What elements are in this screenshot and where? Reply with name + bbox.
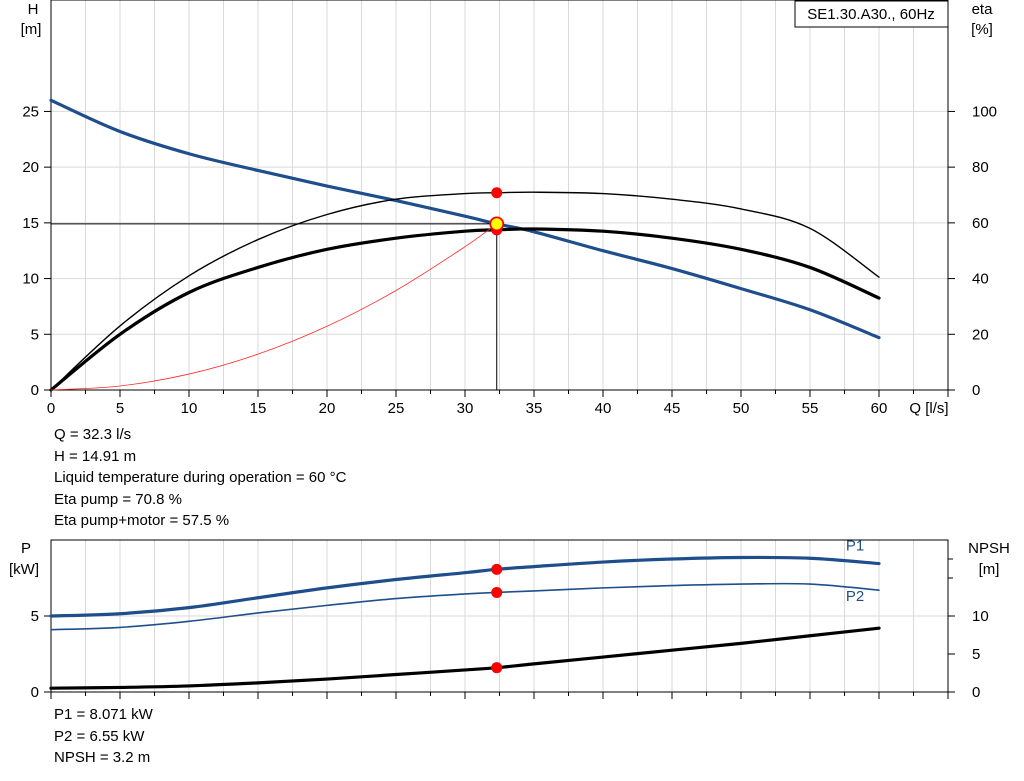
marker-point [491,586,503,598]
power-readout: P1 = 8.071 kW P2 = 6.55 kW NPSH = 3.2 m [54,704,153,769]
readout-npsh: NPSH = 3.2 m [54,749,151,766]
y-right-axis-unit: [m] [979,561,1000,578]
readout-eta-pump: Eta pump = 70.8 % [54,490,182,508]
legend-box [794,0,949,28]
operating-point-readout: Q = 32.3 l/s H = 14.91 m Liquid temperat… [54,424,346,532]
x-tick-label: 35 [526,400,543,417]
x-tick-label: 40 [595,400,612,417]
y-right-tick-label: 20 [972,326,989,343]
x-tick-label: 10 [181,400,198,417]
series-line-4 [50,223,498,391]
series-line-3 [49,227,881,392]
y-left-tick-label: 5 [31,326,39,343]
y-left-tick-label: 0 [31,684,39,701]
y-right-tick-label: 10 [972,608,989,625]
plot-2 [44,539,955,699]
x-tick-label: 15 [250,400,267,417]
series-line-p2 [50,582,880,631]
y-right-tick-label: 5 [972,646,980,663]
series-line-1 [49,98,881,340]
plot-1 [44,0,955,397]
y-right-axis-unit: [%] [971,21,993,38]
readout-p1: P1 = 8.071 kW [54,706,153,723]
marker-point [491,662,503,674]
y-left-tick-label: 15 [22,215,39,232]
marker-point [491,563,503,575]
readout-liquid-temperature: Liquid temperature during operation = 60… [54,469,347,486]
y-right-tick-label: 80 [972,159,989,176]
y-left-tick-label: 20 [22,159,39,176]
series-line-npsh [49,626,881,690]
x-tick-label: 60 [871,400,888,417]
readout-head: H = 14.91 m [54,447,137,465]
series-label-p1: P1 [846,538,864,555]
marker-point [491,187,503,199]
series-line-2 [50,191,880,391]
y-left-tick-label: 10 [22,271,39,288]
y-right-tick-label: 60 [972,215,989,232]
x-axis-label: Q [l/s] [909,400,948,417]
y-left-tick-label: 25 [22,103,39,120]
readout-flow: Q = 32.3 l/s [54,426,132,443]
x-tick-label: 0 [47,400,55,417]
legend-label: SE1.30.A30., 60Hz [807,6,935,23]
x-tick-label: 25 [388,400,405,417]
readout-eta-pump-motor: Eta pump+motor = 57.5 % [54,512,230,529]
y-right-tick-label: 40 [972,271,989,288]
y-left-tick-label: 5 [31,608,39,625]
series-label-p2: P2 [846,588,864,605]
y-right-tick-label: 0 [972,382,980,399]
y-left-axis-title: P [21,540,31,557]
readout-p2: P2 = 6.55 kW [54,727,145,745]
x-tick-label: 30 [457,400,474,417]
y-right-tick-label: 0 [972,684,980,701]
series-line-p1 [49,555,881,618]
y-left-axis-unit: [m] [21,21,42,38]
y-left-axis-unit: [kW] [9,561,39,578]
y-left-axis-title: H [28,1,39,18]
operating-point-marker [489,216,505,232]
y-right-tick-label: 100 [972,103,997,120]
y-left-tick-label: 0 [31,382,39,399]
y-right-axis-title: eta [972,1,994,18]
x-tick-label: 20 [319,400,336,417]
x-tick-label: 5 [116,400,124,417]
x-tick-label: 45 [664,400,681,417]
x-tick-label: 55 [802,400,819,417]
x-tick-label: 50 [733,400,750,417]
y-right-axis-title: NPSH [968,540,1010,557]
